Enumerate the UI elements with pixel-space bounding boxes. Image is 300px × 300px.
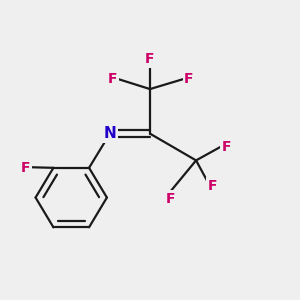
Text: F: F: [208, 179, 218, 193]
Text: N: N: [103, 126, 116, 141]
Text: F: F: [145, 52, 155, 66]
Text: F: F: [21, 161, 31, 175]
Text: F: F: [108, 72, 117, 86]
Text: F: F: [221, 140, 231, 154]
Text: F: F: [166, 192, 176, 206]
Text: F: F: [184, 72, 194, 86]
